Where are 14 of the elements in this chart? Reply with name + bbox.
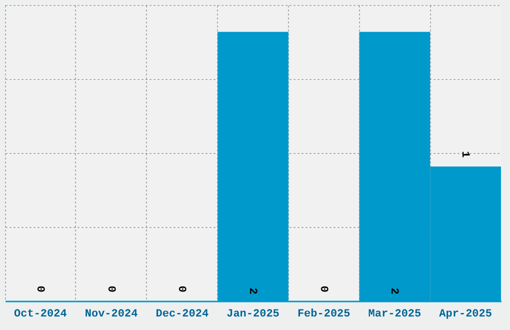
data-label: 0 bbox=[33, 286, 46, 292]
data-label: 2 bbox=[246, 288, 258, 294]
x-tick-label: Mar-2025 bbox=[368, 308, 422, 320]
x-tick-label: Jan-2025 bbox=[226, 308, 280, 320]
x-tick-label: Nov-2024 bbox=[84, 308, 138, 320]
data-label: 0 bbox=[104, 286, 116, 292]
data-label: 0 bbox=[175, 286, 188, 292]
x-tick-label: Apr-2025 bbox=[439, 308, 492, 320]
data-label: 1 bbox=[458, 151, 471, 158]
x-tick-label: Oct-2024 bbox=[14, 308, 68, 320]
x-tick-label: Feb-2025 bbox=[297, 308, 351, 320]
data-label: 2 bbox=[388, 288, 400, 294]
data-label: 0 bbox=[316, 286, 329, 292]
x-tick-label: Dec-2024 bbox=[156, 308, 209, 320]
